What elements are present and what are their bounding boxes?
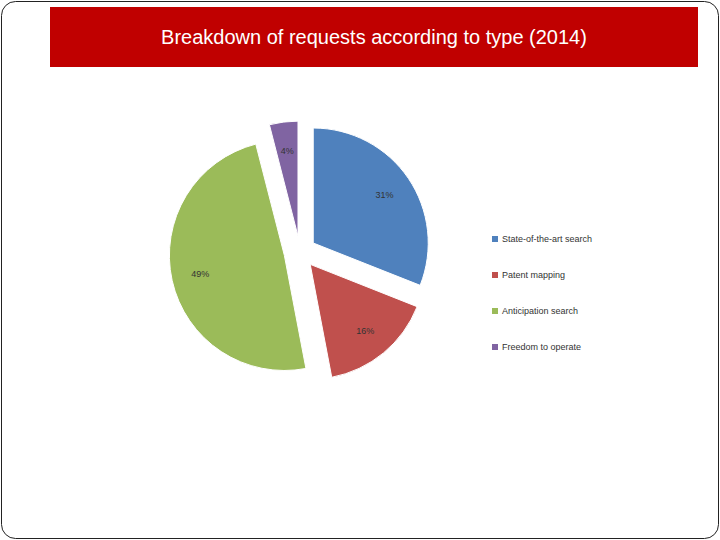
legend-item: State-of-the-art search	[492, 234, 592, 244]
legend-label: Patent mapping	[502, 270, 565, 280]
chart-root: Breakdown of requests according to type …	[0, 0, 720, 540]
data-label: 31%	[376, 190, 394, 200]
title-banner	[50, 7, 698, 67]
legend-item: Patent mapping	[492, 270, 565, 280]
pie	[169, 121, 428, 377]
chart-title: Breakdown of requests according to type …	[161, 26, 587, 48]
pie-slice	[310, 264, 417, 377]
legend-swatch	[492, 344, 498, 350]
data-label: 16%	[356, 326, 374, 336]
legend-item: Anticipation search	[492, 306, 578, 316]
legend-label: Anticipation search	[502, 306, 578, 316]
data-label: 4%	[281, 146, 294, 156]
legend-swatch	[492, 308, 498, 314]
legend-swatch	[492, 236, 498, 242]
legend: State-of-the-art search Patent mapping Ant…	[492, 234, 592, 352]
slide-frame	[2, 2, 719, 539]
legend-label: Freedom to operate	[502, 342, 581, 352]
plot-area	[169, 121, 428, 377]
legend-swatch	[492, 272, 498, 278]
data-label: 49%	[191, 269, 209, 279]
pie-slice	[313, 128, 428, 285]
legend-label: State-of-the-art search	[502, 234, 592, 244]
data-labels: 31% 16% 49% 4%	[191, 146, 393, 336]
pie-slice	[269, 121, 298, 236]
legend-item: Freedom to operate	[492, 342, 581, 352]
